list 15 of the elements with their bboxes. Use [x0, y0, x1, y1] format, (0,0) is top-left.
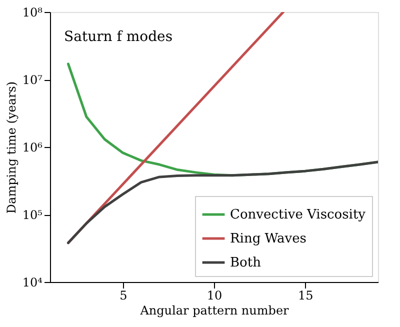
legend-label: Both: [230, 256, 262, 270]
x-tick-label: 5: [120, 288, 128, 302]
x-axis-title: Angular pattern number: [139, 304, 290, 318]
y-tick-label: 10⁵: [22, 208, 43, 222]
y-tick-label: 10⁶: [22, 140, 43, 154]
x-tick-label: 15: [298, 288, 314, 302]
annotation: Saturn f modes: [64, 29, 173, 45]
y-tick-label: 10⁸: [22, 6, 43, 20]
y-tick-label: 10⁷: [22, 73, 43, 87]
legend-label: Convective Viscosity: [230, 208, 366, 222]
y-tick-label: 10⁴: [22, 276, 43, 290]
x-tick-label: 10: [206, 288, 222, 302]
y-axis-title: Damping time (years): [4, 81, 18, 214]
legend-label: Ring Waves: [230, 232, 306, 246]
line-series: [66, 160, 378, 244]
